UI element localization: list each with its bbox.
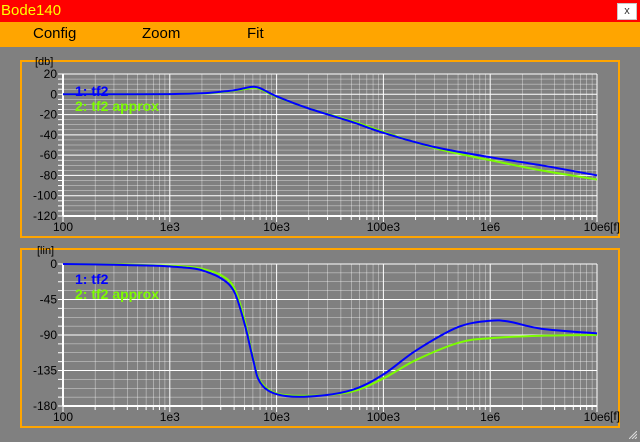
x-tick-label: 1e6	[480, 220, 500, 234]
magnitude-x-unit: [f]	[610, 220, 620, 234]
magnitude-legend-2: 2: tf2 approx	[75, 98, 159, 114]
phase-legend-1: 1: tf2	[75, 271, 109, 287]
magnitude-y-label: [db]	[35, 56, 53, 68]
close-icon: x	[624, 5, 630, 17]
x-tick-label: 1e6	[480, 410, 500, 424]
magnitude-legend-1: 1: tf2	[75, 83, 109, 99]
window-title: Bode140	[1, 2, 62, 19]
y-tick-label: -80	[40, 168, 58, 182]
y-tick-label: 20	[44, 67, 58, 81]
y-tick-label: -135	[33, 364, 57, 378]
series-line-1	[63, 85, 598, 177]
series-line-1	[62, 263, 598, 398]
phase-plot-frame	[20, 248, 620, 428]
menu-fit[interactable]: Fit	[247, 25, 264, 42]
series-line-2	[62, 263, 598, 397]
resize-grip-icon[interactable]	[629, 431, 637, 439]
magnitude-x-tick-labels: 1001e310e3100e31e610e6100e6	[53, 220, 611, 234]
y-tick-label: -20	[40, 108, 58, 122]
y-tick-label: -60	[40, 148, 58, 162]
y-tick-label: 0	[50, 257, 57, 271]
menu-bar: Config Zoom Fit	[0, 22, 640, 47]
y-tick-label: -120	[33, 209, 57, 223]
phase-x-tick-labels: 1001e310e3100e31e610e6100e6	[53, 410, 611, 424]
x-tick-label: 10e3	[263, 220, 290, 234]
y-tick-label: -100	[33, 189, 57, 203]
y-tick-label: -180	[33, 399, 57, 413]
x-tick-label: 1e3	[160, 220, 180, 234]
y-tick-label: -90	[40, 328, 58, 342]
phase-series	[62, 263, 598, 398]
phase-x-unit: [f]	[610, 409, 620, 423]
close-button[interactable]: x	[617, 3, 637, 20]
magnitude-plot[interactable]: [db] [f] 20 0 -20 -40 -60 -80 -100 -120 100 1e3 1…	[20, 56, 640, 238]
menu-zoom[interactable]: Zoom	[142, 25, 181, 42]
x-tick-label: 10e6	[584, 220, 611, 234]
magnitude-plot-frame	[20, 60, 620, 238]
x-tick-label: 10e3	[263, 410, 290, 424]
phase-y-label: [lin]	[37, 245, 54, 257]
x-tick-label: 100	[53, 220, 73, 234]
title-bar: Bode140 x	[0, 0, 640, 22]
y-tick-label: 0	[50, 87, 57, 101]
x-tick-label: 100e3	[367, 410, 401, 424]
phase-y-tick-labels: 0 -45 -90 -135 -180	[33, 257, 57, 413]
y-tick-label: -40	[40, 128, 58, 142]
x-tick-label: 100	[53, 410, 73, 424]
y-tick-label: -45	[40, 293, 58, 307]
phase-legend-2: 2: tf2 approx	[75, 286, 159, 302]
x-tick-label: 100e3	[367, 220, 401, 234]
phase-ticks	[58, 263, 598, 412]
x-tick-label: 1e3	[160, 410, 180, 424]
magnitude-ticks	[58, 73, 598, 222]
magnitude-series	[63, 85, 598, 181]
menu-config[interactable]: Config	[33, 25, 77, 42]
magnitude-grid	[62, 73, 598, 217]
magnitude-y-tick-labels: 20 0 -20 -40 -60 -80 -100 -120	[33, 67, 57, 223]
phase-plot[interactable]: [lin] [f] 0 -45 -90 -135 -180 100 1e3 10e3 100e…	[20, 245, 640, 428]
x-tick-label: 10e6	[584, 410, 611, 424]
